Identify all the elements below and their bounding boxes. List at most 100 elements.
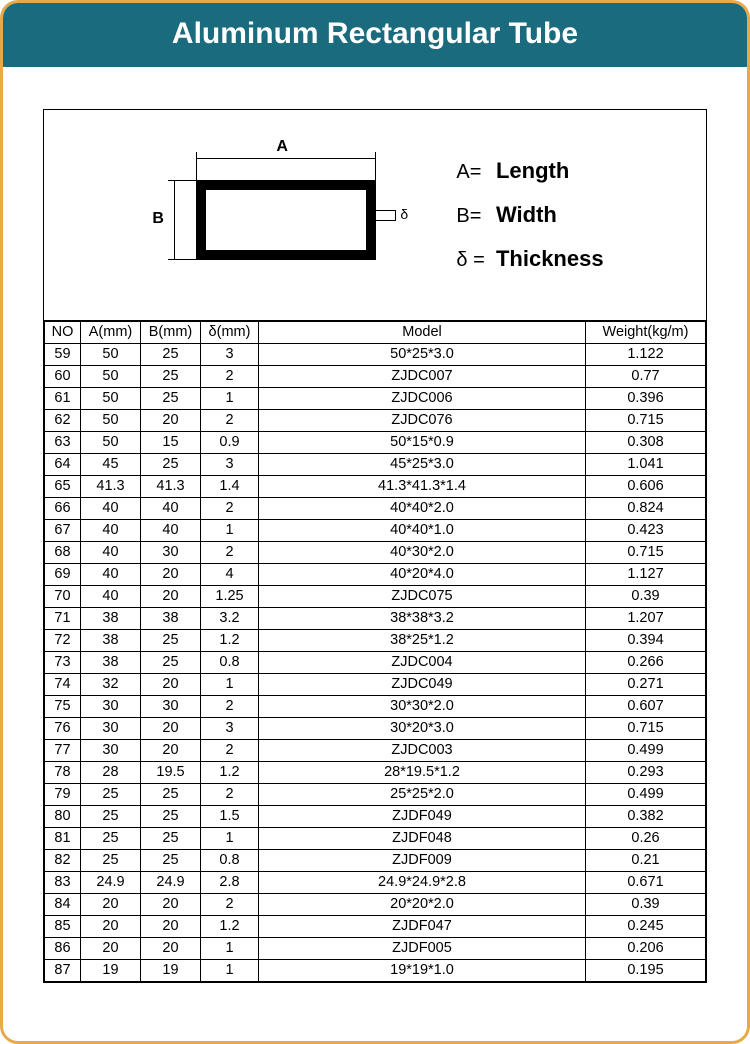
- table-cell: 2: [201, 542, 259, 564]
- table-cell: 82: [45, 850, 81, 872]
- table-cell: 72: [45, 630, 81, 652]
- table-cell: 1.2: [201, 916, 259, 938]
- table-cell: 19.5: [141, 762, 201, 784]
- table-cell: ZJDC007: [259, 366, 586, 388]
- content-area: A B δ A= Length: [3, 69, 747, 1003]
- table-cell: 83: [45, 872, 81, 894]
- table-row: 792525225*25*2.00.499: [45, 784, 706, 806]
- table-header-row: NO A(mm) B(mm) δ(mm) Model Weight(kg/m): [45, 322, 706, 344]
- table-cell: 1: [201, 938, 259, 960]
- table-cell: 0.271: [586, 674, 706, 696]
- table-cell: 3: [201, 454, 259, 476]
- table-cell: ZJDC076: [259, 410, 586, 432]
- table-cell: 20: [141, 938, 201, 960]
- table-cell: 0.8: [201, 652, 259, 674]
- table-cell: 38: [81, 608, 141, 630]
- table-cell: 30*20*3.0: [259, 718, 586, 740]
- page-title: Aluminum Rectangular Tube: [3, 3, 747, 69]
- table-row: 8225250.8ZJDF0090.21: [45, 850, 706, 872]
- table-cell: 0.308: [586, 432, 706, 454]
- table-cell: 1.207: [586, 608, 706, 630]
- table-cell: 80: [45, 806, 81, 828]
- table-cell: 38*25*1.2: [259, 630, 586, 652]
- dim-a-label: A: [276, 138, 288, 156]
- table-cell: 28*19.5*1.2: [259, 762, 586, 784]
- table-cell: 78: [45, 762, 81, 784]
- table-cell: 25: [141, 454, 201, 476]
- table-cell: 50: [81, 344, 141, 366]
- table-row: 763020330*20*3.00.715: [45, 718, 706, 740]
- table-cell: ZJDF047: [259, 916, 586, 938]
- table-cell: 61: [45, 388, 81, 410]
- col-model: Model: [259, 322, 586, 344]
- table-cell: 38: [141, 608, 201, 630]
- table-row: 782819.51.228*19.5*1.20.293: [45, 762, 706, 784]
- table-row: 6150251ZJDC0060.396: [45, 388, 706, 410]
- table-cell: 65: [45, 476, 81, 498]
- table-row: 842020220*20*2.00.39: [45, 894, 706, 916]
- table-cell: 71: [45, 608, 81, 630]
- table-cell: 1: [201, 520, 259, 542]
- table-cell: 20: [81, 894, 141, 916]
- table-cell: 38: [81, 652, 141, 674]
- legend-b: B= Width: [456, 193, 603, 237]
- table-cell: 20: [81, 938, 141, 960]
- table-cell: 41.3: [81, 476, 141, 498]
- table-cell: 69: [45, 564, 81, 586]
- table-cell: 19*19*1.0: [259, 960, 586, 982]
- table-cell: 50: [81, 388, 141, 410]
- table-cell: 0.266: [586, 652, 706, 674]
- table-cell: 0.8: [201, 850, 259, 872]
- col-no: NO: [45, 322, 81, 344]
- table-cell: 1.041: [586, 454, 706, 476]
- table-cell: 63: [45, 432, 81, 454]
- table-row: 6050252ZJDC0070.77: [45, 366, 706, 388]
- table-cell: 66: [45, 498, 81, 520]
- table-cell: 0.77: [586, 366, 706, 388]
- table-cell: 1.4: [201, 476, 259, 498]
- table-cell: 76: [45, 718, 81, 740]
- col-weight: Weight(kg/m): [586, 322, 706, 344]
- table-row: 664040240*40*2.00.824: [45, 498, 706, 520]
- rect-tube-icon: [196, 180, 376, 260]
- col-b: B(mm): [141, 322, 201, 344]
- table-row: 674040140*40*1.00.423: [45, 520, 706, 542]
- col-a: A(mm): [81, 322, 141, 344]
- table-cell: 20: [141, 916, 201, 938]
- table-row: 644525345*25*3.01.041: [45, 454, 706, 476]
- table-cell: 30: [81, 718, 141, 740]
- table-cell: 62: [45, 410, 81, 432]
- table-cell: 20: [141, 740, 201, 762]
- table-cell: ZJDC075: [259, 586, 586, 608]
- table-cell: 50: [81, 366, 141, 388]
- table-cell: 0.26: [586, 828, 706, 850]
- table-row: 8025251.5ZJDF0490.382: [45, 806, 706, 828]
- table-cell: 67: [45, 520, 81, 542]
- table-cell: 25: [141, 344, 201, 366]
- table-cell: 0.21: [586, 850, 706, 872]
- outer-frame: Aluminum Rectangular Tube A B δ: [0, 0, 750, 1044]
- table-cell: 19: [141, 960, 201, 982]
- table-cell: 19: [81, 960, 141, 982]
- table-cell: 20: [141, 894, 201, 916]
- table-cell: 25: [81, 850, 141, 872]
- table-cell: 30: [141, 696, 201, 718]
- table-cell: 20: [141, 564, 201, 586]
- table-row: 8324.924.92.824.9*24.9*2.80.671: [45, 872, 706, 894]
- table-row: 6250202ZJDC0760.715: [45, 410, 706, 432]
- table-cell: 0.394: [586, 630, 706, 652]
- table-cell: 30: [81, 740, 141, 762]
- table-cell: 0.423: [586, 520, 706, 542]
- table-cell: 38*38*3.2: [259, 608, 586, 630]
- table-row: 753030230*30*2.00.607: [45, 696, 706, 718]
- table-cell: 85: [45, 916, 81, 938]
- table-cell: 2: [201, 894, 259, 916]
- table-cell: 25: [141, 784, 201, 806]
- table-cell: 50*25*3.0: [259, 344, 586, 366]
- table-cell: 32: [81, 674, 141, 696]
- table-row: 694020440*20*4.01.127: [45, 564, 706, 586]
- table-cell: 2: [201, 696, 259, 718]
- table-row: 6350150.950*15*0.90.308: [45, 432, 706, 454]
- table-cell: 40: [81, 498, 141, 520]
- table-cell: 24.9: [81, 872, 141, 894]
